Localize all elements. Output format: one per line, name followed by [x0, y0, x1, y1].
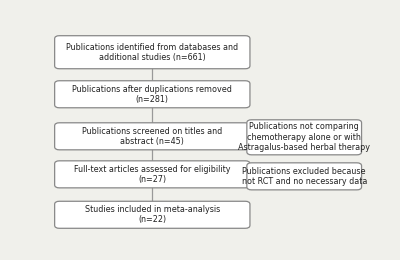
FancyBboxPatch shape: [55, 161, 250, 188]
Text: Studies included in meta-analysis
(n=22): Studies included in meta-analysis (n=22): [85, 205, 220, 224]
Text: Publications excluded because
not RCT and no necessary data: Publications excluded because not RCT an…: [242, 167, 367, 186]
FancyBboxPatch shape: [55, 123, 250, 150]
FancyBboxPatch shape: [247, 163, 362, 190]
FancyBboxPatch shape: [55, 36, 250, 69]
Text: Publications not comparing
chemotherapy alone or with
Astragalus-based herbal th: Publications not comparing chemotherapy …: [238, 122, 370, 152]
FancyBboxPatch shape: [55, 81, 250, 108]
Text: Publications identified from databases and
additional studies (n=661): Publications identified from databases a…: [66, 43, 238, 62]
FancyBboxPatch shape: [247, 120, 362, 155]
FancyBboxPatch shape: [55, 201, 250, 228]
Text: Publications after duplications removed
(n=281): Publications after duplications removed …: [72, 84, 232, 104]
Text: Full-text articles assessed for eligibility
(n=27): Full-text articles assessed for eligibil…: [74, 165, 230, 184]
Text: Publications screened on titles and
abstract (n=45): Publications screened on titles and abst…: [82, 127, 222, 146]
